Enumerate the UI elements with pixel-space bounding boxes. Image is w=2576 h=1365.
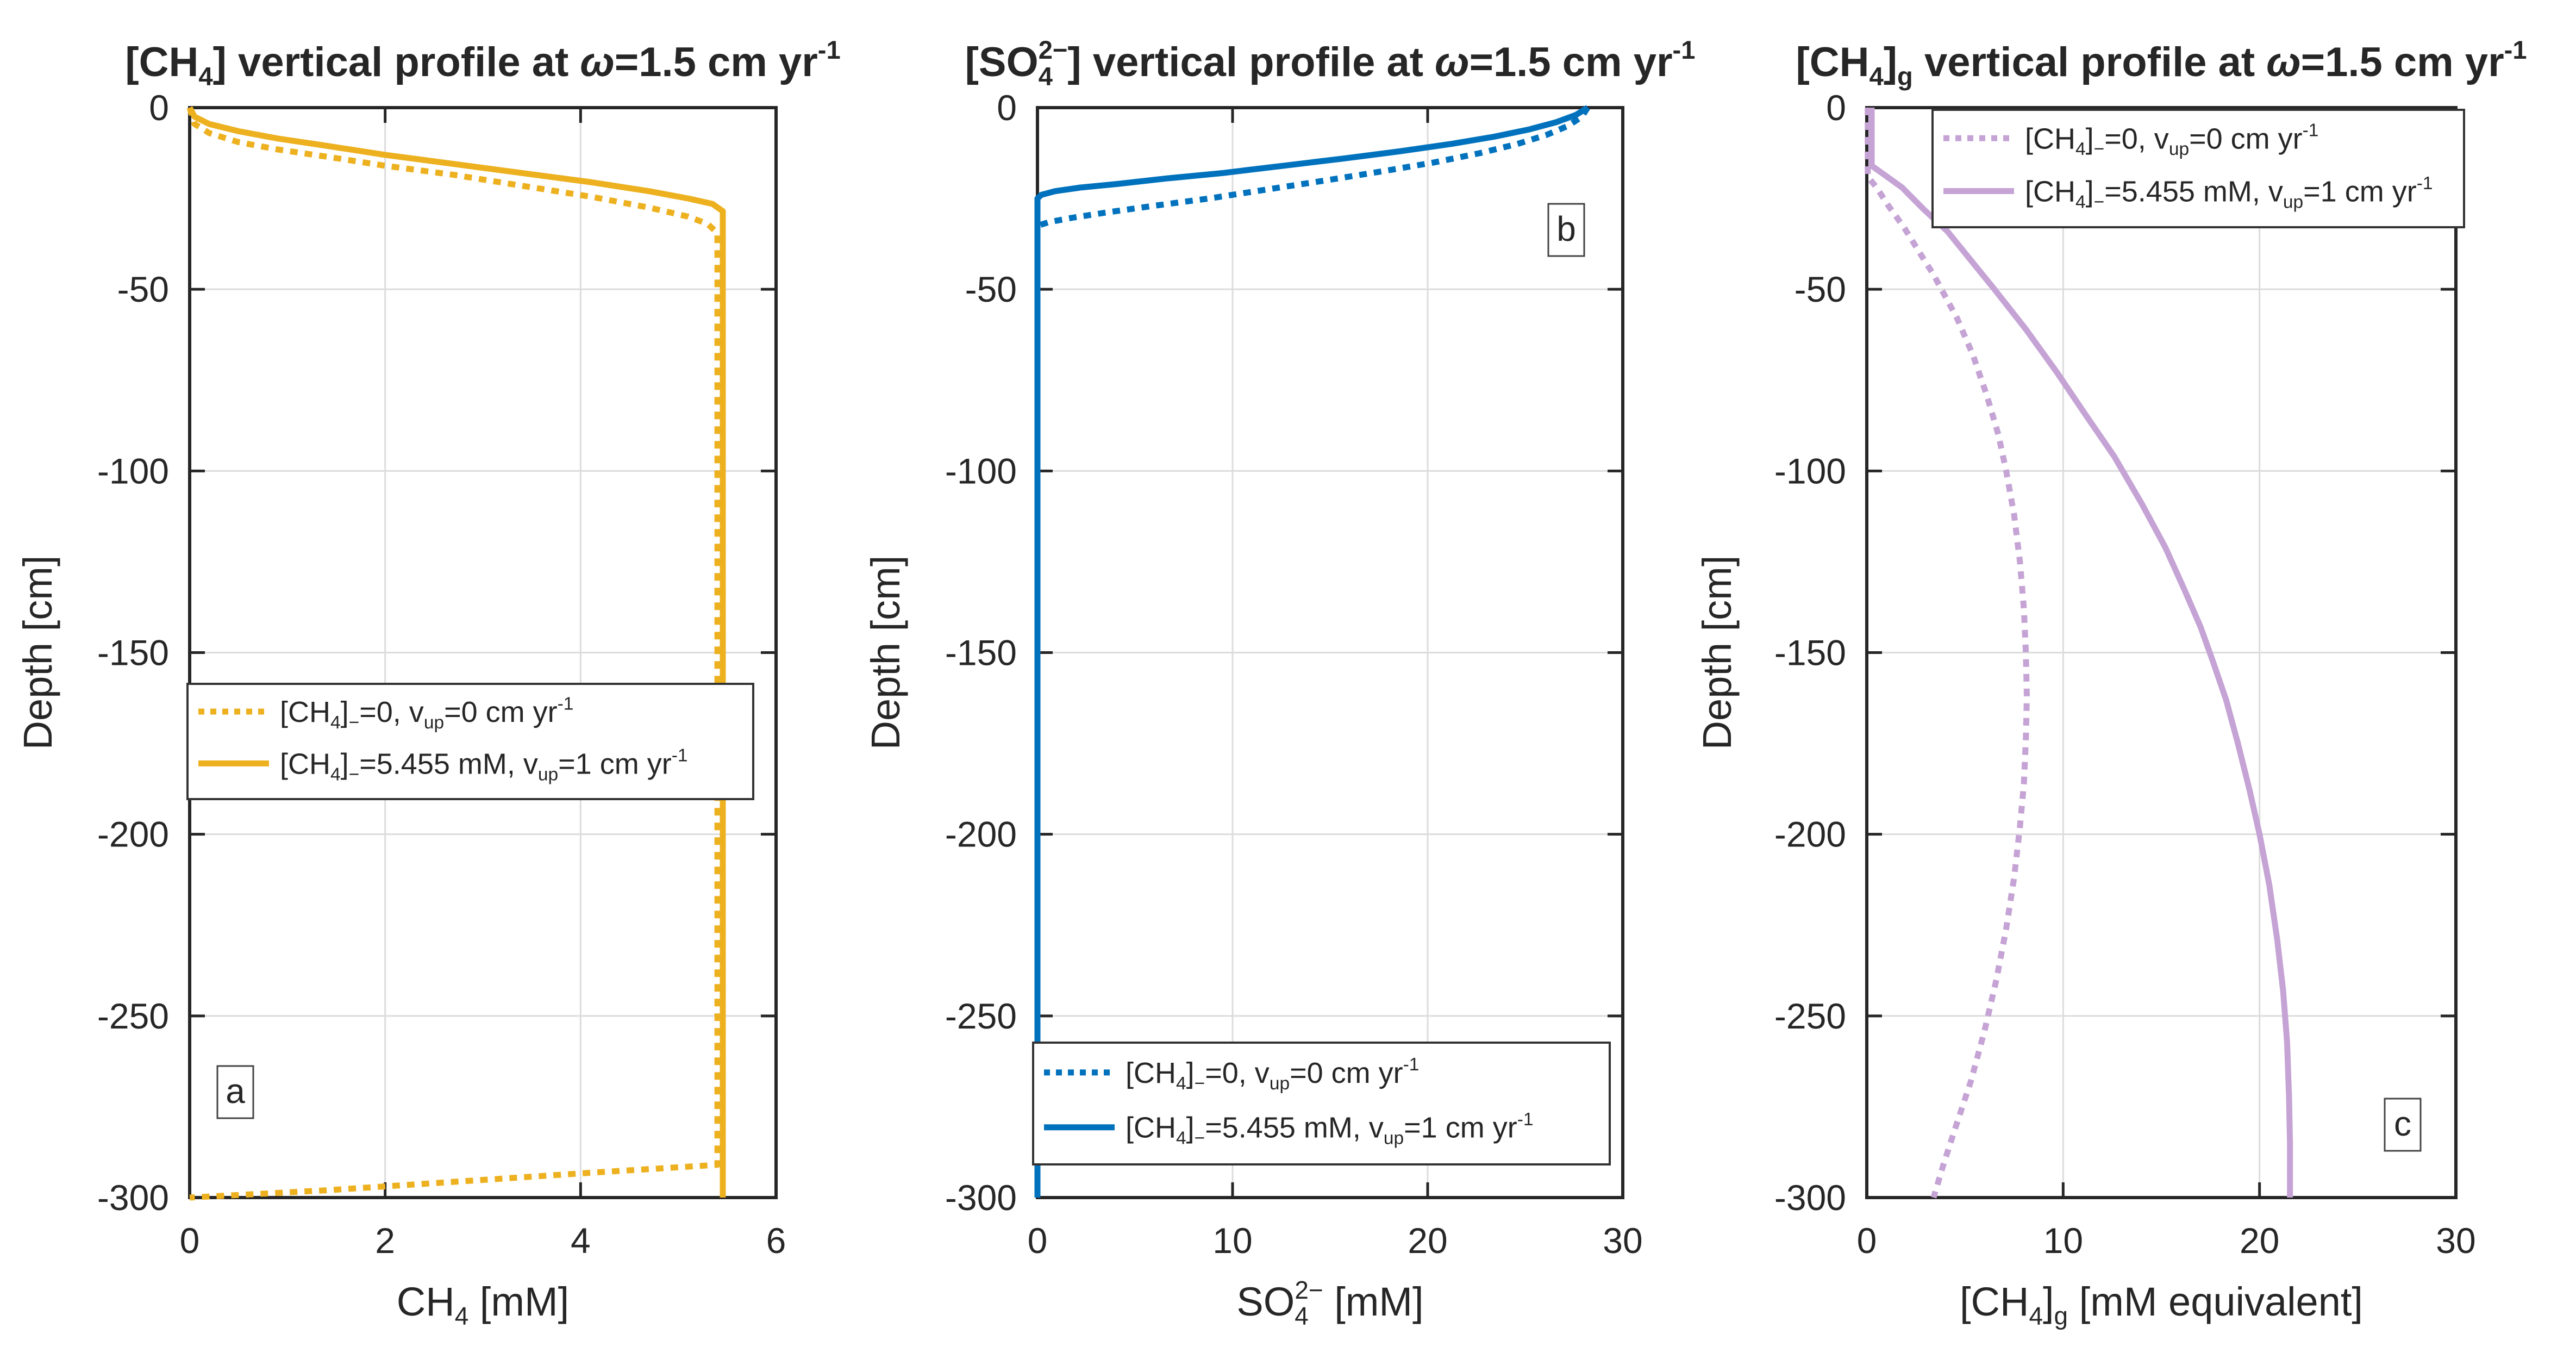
y-tick-label: -200 [1774,814,1846,855]
legend-entry-label: [CH4]−=0, vup=0 cm yr-1 [2025,121,2318,160]
x-tick-label: 0 [1857,1220,1877,1261]
panel-a-series-dotted-line [186,107,721,1201]
y-tick-label: -300 [1774,1177,1846,1218]
y-tick-label: -300 [945,1177,1017,1218]
legend-box [1032,1042,1611,1165]
panel-letter-label: c [2394,1104,2411,1143]
legend-box [186,683,754,800]
axes-box [1865,106,2458,1199]
y-tick-label: 0 [149,88,169,128]
panel-title: [CH4]g vertical profile at ω=1.5 cm yr-1 [1796,35,2527,91]
legend-entry-label: [CH4]−=5.455 mM, vup=1 cm yr-1 [2025,173,2433,213]
y-tick-label: -150 [945,633,1017,673]
y-axis-label: Depth [cm] [15,556,60,750]
panel-letter-box [1547,203,1585,257]
panel-letter-label: b [1556,209,1576,248]
panel-c-legend: [CH4]−=0, vup=0 cm yr-1 [CH4]−=5.455 mM, … [1931,109,2465,228]
x-tick-label: 20 [2240,1220,2279,1261]
y-axis-label: Depth [cm] [863,556,908,750]
x-tick-label: 2 [375,1220,395,1261]
y-tick-label: 0 [1826,88,1846,128]
y-tick-label: -150 [1774,633,1846,673]
legend-entry-label: [CH4]−=0, vup=0 cm yr-1 [280,694,573,733]
y-tick-label: -150 [97,633,169,673]
panel-a: 0 2 4 6 0 -50 -100 -150 -200 -250 -300 [CH4] vertic… [15,35,841,1330]
panel-a-series-solid-line [187,106,726,1198]
y-axis-label: Depth [cm] [1695,556,1740,750]
panel-b-legend: [CH4]−=0, vup=0 cm yr-1 [CH4]−=5.455 mM, … [1032,1042,1611,1165]
y-tick-label: -300 [97,1177,169,1218]
x-axis-label: CH4 [mM] [397,1279,569,1330]
panel-letter-box [216,1065,254,1119]
y-tick-label: -100 [945,451,1017,491]
panel-letter-box [2384,1098,2422,1152]
y-tick-label: -100 [1774,451,1846,491]
y-tick-label: -250 [945,996,1017,1036]
x-tick-label: 4 [571,1220,591,1261]
y-tick-label: -200 [97,814,169,855]
x-tick-label: 30 [2436,1220,2475,1261]
legend-entry-label: [CH4]−=5.455 mM, vup=1 cm yr-1 [280,746,687,785]
y-tick-label: -50 [117,269,169,309]
panel-letter-label: a [226,1071,245,1111]
panel-b: 0 10 20 30 0 -50 -100 -150 -200 -250 -300 [SO42−] v… [863,35,1695,1330]
x-axis-label: [CH4]g [mM equivalent] [1960,1279,2363,1330]
y-tick-label: -100 [97,451,169,491]
x-tick-label: 10 [2043,1220,2083,1261]
panel-c: 0 10 20 30 0 -50 -100 -150 -200 -250 -300 [CH4]g ve… [1695,35,2527,1330]
x-tick-label: 0 [1028,1220,1048,1261]
y-tick-label: -50 [965,269,1017,309]
x-axis-label: SO42− [mM] [1236,1276,1423,1330]
x-tick-label: 0 [180,1220,200,1261]
axes-box [188,106,778,1199]
x-tick-label: 10 [1212,1220,1252,1261]
y-tick-label: -250 [1774,996,1846,1036]
y-tick-label: 0 [997,88,1017,128]
panel-b-series-solid-line [1034,105,1590,1198]
panel-title: [CH4] vertical profile at ω=1.5 cm yr-1 [125,35,840,91]
x-tick-label: 6 [766,1220,786,1261]
panel-a-legend: [CH4]−=0, vup=0 cm yr-1 [CH4]−=5.455 mM, … [186,683,754,800]
y-tick-label: -200 [945,814,1017,855]
y-tick-label: -250 [97,996,169,1036]
x-tick-label: 20 [1408,1220,1447,1261]
y-tick-label: -50 [1795,269,1846,309]
x-tick-label: 30 [1603,1220,1642,1261]
panel-title: [SO42−] vertical profile at ω=1.5 cm yr-… [965,35,1696,91]
legend-entry-label: [CH4]−=0, vup=0 cm yr-1 [1126,1055,1419,1094]
panel-c-series-dotted-line [1865,108,2030,1199]
legend-box [1931,109,2465,228]
legend-entry-label: [CH4]−=5.455 mM, vup=1 cm yr-1 [1126,1110,1533,1149]
